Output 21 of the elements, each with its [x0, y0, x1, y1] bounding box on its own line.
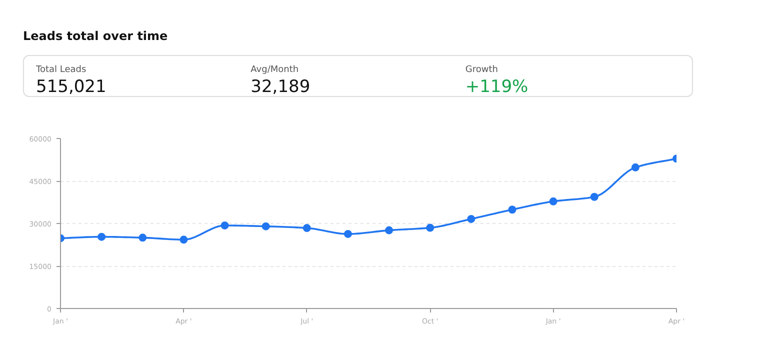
- point: [138, 234, 147, 242]
- text: Growth: [465, 65, 499, 75]
- text: Leads total over time: [23, 29, 169, 43]
- point: [220, 221, 229, 230]
- point: [631, 163, 640, 172]
- point: [344, 230, 352, 238]
- point: [180, 236, 188, 244]
- point: [385, 226, 394, 234]
- point: [98, 232, 106, 241]
- text: Avg/Month: [250, 65, 300, 75]
- point: [590, 192, 598, 201]
- text: 32,189: [250, 77, 312, 97]
- point: [426, 224, 434, 232]
- point: [302, 224, 311, 232]
- text: +119%: [465, 77, 530, 97]
- point: [467, 214, 476, 223]
- point: [262, 222, 270, 230]
- point: [549, 197, 558, 206]
- text: Total Leads: [36, 65, 88, 75]
- point: [508, 206, 516, 214]
- text: 515,021: [36, 77, 108, 97]
